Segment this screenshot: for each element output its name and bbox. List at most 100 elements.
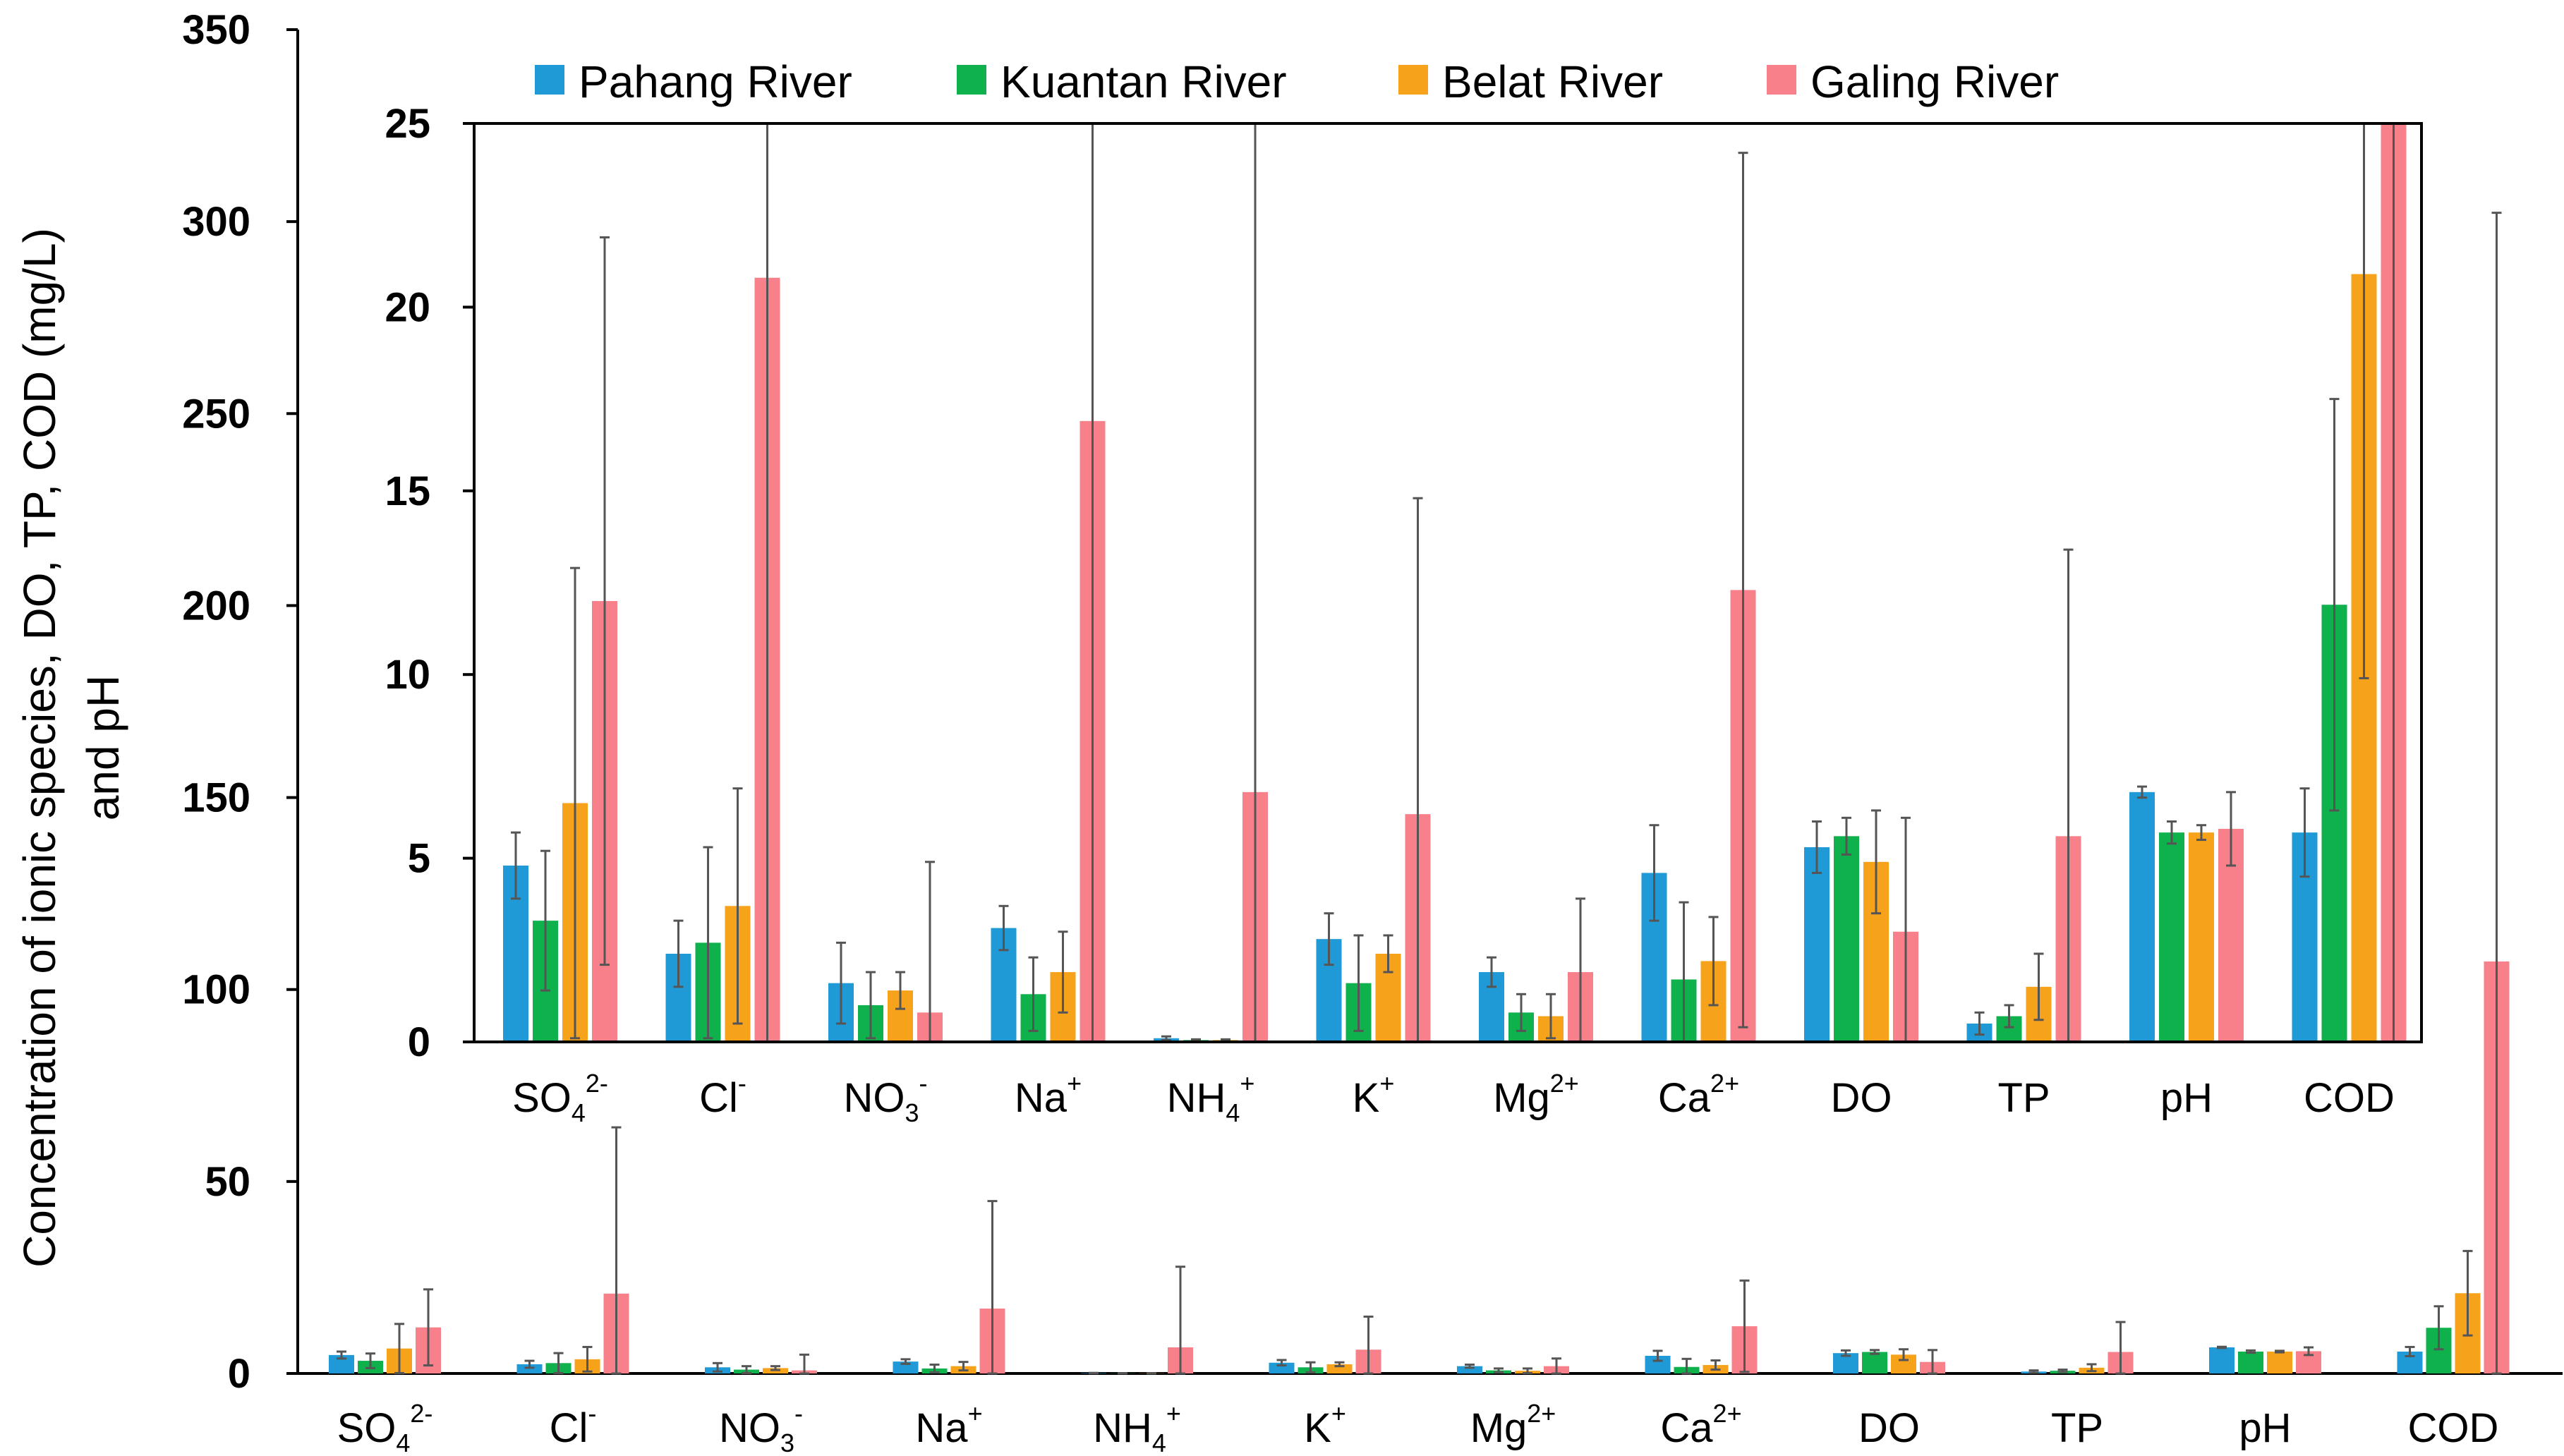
legend-item-kuantan: Kuantan River <box>957 56 1287 107</box>
inset-tick-label: 25 <box>385 101 430 147</box>
inset-category-label: Ca2+ <box>1658 1069 1739 1121</box>
inset-category-label-sub: 3 <box>905 1098 919 1127</box>
legend-swatch-pahang <box>535 65 564 95</box>
main-tick-label: 250 <box>182 391 250 437</box>
main-bar <box>2238 1351 2263 1373</box>
inset-category-label-sup: 2+ <box>1710 1069 1739 1098</box>
main-x-categories: SO42- Cl- NO3- Na+ NH4+ K+ Mg2+ Ca2+ DO TP pH COD <box>337 1399 2499 1456</box>
main-category-label-base: COD <box>2408 1405 2499 1451</box>
main-category-label-sub: 4 <box>396 1428 410 1456</box>
inset-category-label-base: Cl <box>699 1075 738 1121</box>
main-category-label-sub: 3 <box>780 1428 794 1456</box>
main-category-label-sup: 2+ <box>1713 1399 1742 1428</box>
inset-category-label-sup: + <box>1379 1069 1394 1098</box>
inset-y-ticks: 0 5 10 15 20 25 <box>385 101 474 1065</box>
inset-tick-label: 0 <box>408 1019 430 1065</box>
main-bar <box>1862 1352 1887 1373</box>
y-axis-title-line2: and pH <box>78 675 128 820</box>
main-tick-label: 100 <box>182 967 250 1013</box>
main-tick-label: 350 <box>182 7 250 53</box>
main-y-ticks: 0 50 100 150 200 250 300 350 <box>182 7 298 1397</box>
main-category-label-base: Ca <box>1660 1405 1713 1451</box>
inset-category-label: TP <box>1997 1075 2050 1121</box>
legend-swatch-galing <box>1767 65 1796 95</box>
inset-category-label-base: COD <box>2304 1075 2395 1121</box>
main-category-label: Na+ <box>915 1399 982 1451</box>
main-category-label-sup: + <box>968 1399 983 1428</box>
main-category-label-base: Cl <box>550 1405 588 1451</box>
main-category-label: Mg2+ <box>1470 1399 1556 1451</box>
inset-tick-label: 10 <box>385 652 430 698</box>
main-bar <box>1457 1366 1482 1373</box>
main-tick-label: 50 <box>205 1159 250 1205</box>
main-bar <box>1269 1362 1295 1373</box>
legend-label-galing: Galing River <box>1810 56 2059 107</box>
legend-swatch-kuantan <box>957 65 986 95</box>
inset-bar <box>2189 832 2214 1042</box>
inset-category-label-sup: - <box>738 1069 746 1098</box>
main-bars <box>329 212 2510 1375</box>
main-bar <box>2209 1347 2235 1373</box>
main-category-label-base: Mg <box>1470 1405 1528 1451</box>
main-category-label: K+ <box>1304 1399 1346 1451</box>
legend-label-belat: Belat River <box>1442 56 1663 107</box>
main-bar <box>893 1361 919 1373</box>
inset-category-label-sub: 4 <box>1226 1098 1240 1127</box>
main-category-label-base: NO <box>719 1405 780 1451</box>
main-category-label-sup: 2+ <box>1527 1399 1556 1428</box>
main-category-label: NO3- <box>719 1399 803 1456</box>
main-category-label: COD <box>2408 1405 2499 1451</box>
inset-bar <box>1804 847 1830 1042</box>
inset-category-label-base: K <box>1353 1075 1380 1121</box>
inset-category-label-base: NO <box>843 1075 905 1121</box>
main-category-label: Ca2+ <box>1660 1399 1741 1451</box>
inset-x-categories: SO42- Cl- NO3- Na+ NH4+ K+ Mg2+ Ca2+ DO TP pH COD <box>512 1069 2395 1127</box>
inset-category-label: Na+ <box>1015 1069 1082 1121</box>
inset-category-label-base: Ca <box>1658 1075 1711 1121</box>
main-category-label: pH <box>2239 1405 2291 1451</box>
inset-category-label: NH4+ <box>1167 1069 1255 1127</box>
main-axes <box>296 30 2563 1375</box>
main-bar <box>516 1364 543 1373</box>
legend-swatch-belat <box>1398 65 1428 95</box>
inset-category-label: K+ <box>1353 1069 1395 1121</box>
inset-category-label-base: Mg <box>1493 1075 1550 1121</box>
inset-tick-label: 15 <box>385 468 430 514</box>
inset-category-label-base: pH <box>2160 1075 2213 1121</box>
inset-category-label: pH <box>2160 1075 2213 1121</box>
inset-bar <box>1834 836 1859 1042</box>
main-category-label: SO42- <box>337 1399 433 1456</box>
legend-label-pahang: Pahang River <box>579 56 852 107</box>
inset-category-label-base: NH <box>1167 1075 1226 1121</box>
main-category-label: TP <box>2051 1405 2103 1451</box>
legend: Pahang River Kuantan River Belat River G… <box>535 56 2059 107</box>
main-category-label-base: NH <box>1093 1405 1152 1451</box>
inset-background <box>474 123 2421 1042</box>
main-category-label: NH4+ <box>1093 1399 1181 1456</box>
main-category-label-base: DO <box>1858 1405 1920 1451</box>
main-tick-label: 300 <box>182 199 250 245</box>
main-category-label-sup: + <box>1331 1399 1346 1428</box>
main-category-label-base: SO <box>337 1405 397 1451</box>
inset-category-label-base: DO <box>1831 1075 1892 1121</box>
main-category-label-sub: 4 <box>1152 1428 1166 1456</box>
inset-category-label-sup: + <box>1067 1069 1082 1098</box>
inset-bar <box>2159 832 2184 1042</box>
inset-category-label: Cl- <box>699 1069 746 1121</box>
legend-item-galing: Galing River <box>1767 56 2059 107</box>
inset-frame <box>473 122 2423 1043</box>
inset-bar <box>2129 791 2155 1042</box>
inset-tick-label: 5 <box>408 836 430 882</box>
inset-category-label: COD <box>2304 1075 2395 1121</box>
legend-item-pahang: Pahang River <box>535 56 852 107</box>
inset-category-label-sup: - <box>919 1069 928 1098</box>
legend-label-kuantan: Kuantan River <box>1000 56 1287 107</box>
main-category-label-base: pH <box>2239 1405 2291 1451</box>
inset-category-label: SO42- <box>512 1069 608 1127</box>
inset-category-label: DO <box>1831 1075 1892 1121</box>
main-tick-label: 0 <box>228 1351 250 1397</box>
main-category-label-sup: - <box>588 1399 596 1428</box>
inset-category-label-sup: 2- <box>586 1069 608 1098</box>
